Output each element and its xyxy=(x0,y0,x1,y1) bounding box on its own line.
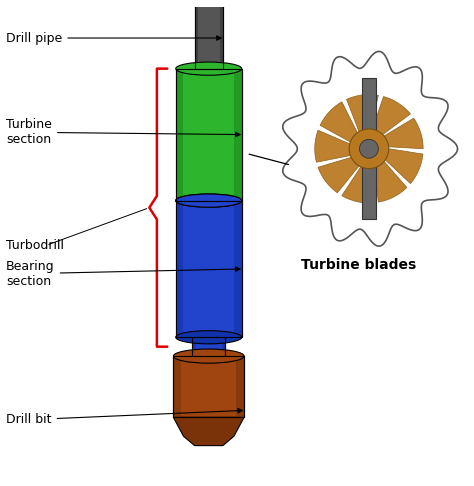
Bar xyxy=(173,356,244,417)
Polygon shape xyxy=(371,97,410,138)
Polygon shape xyxy=(382,148,423,184)
Text: Turbodrill: Turbodrill xyxy=(6,239,64,252)
Polygon shape xyxy=(173,417,244,446)
Bar xyxy=(173,356,181,417)
Polygon shape xyxy=(380,118,423,149)
Ellipse shape xyxy=(173,349,244,363)
Circle shape xyxy=(349,129,389,169)
Polygon shape xyxy=(320,102,360,144)
Bar xyxy=(221,337,225,356)
Ellipse shape xyxy=(176,62,242,75)
Text: Turbine
section: Turbine section xyxy=(6,118,240,146)
Bar xyxy=(220,0,223,69)
Bar xyxy=(192,337,196,356)
Bar xyxy=(176,69,242,201)
Bar xyxy=(235,69,242,201)
Circle shape xyxy=(359,139,378,158)
Ellipse shape xyxy=(176,194,242,207)
Bar xyxy=(195,0,223,69)
Bar xyxy=(176,201,242,337)
Ellipse shape xyxy=(195,66,223,71)
Bar xyxy=(176,69,242,201)
Ellipse shape xyxy=(176,330,242,344)
Polygon shape xyxy=(315,130,355,162)
Bar xyxy=(176,69,183,201)
Bar xyxy=(173,356,244,417)
Polygon shape xyxy=(283,52,457,246)
Ellipse shape xyxy=(176,194,242,207)
Bar xyxy=(195,0,198,69)
Bar xyxy=(176,201,242,337)
Bar xyxy=(362,78,375,220)
Bar xyxy=(192,337,225,356)
Text: Drill pipe: Drill pipe xyxy=(6,32,221,45)
Bar xyxy=(237,356,244,417)
Text: Turbine blades: Turbine blades xyxy=(301,258,416,272)
Text: Bearing
section: Bearing section xyxy=(6,260,240,288)
Bar xyxy=(192,337,225,356)
Bar xyxy=(195,0,223,69)
Polygon shape xyxy=(318,156,362,193)
Polygon shape xyxy=(346,95,378,136)
Ellipse shape xyxy=(192,353,225,359)
Text: Drill bit: Drill bit xyxy=(6,408,242,426)
Bar xyxy=(176,201,183,337)
Polygon shape xyxy=(374,158,407,202)
Bar xyxy=(235,201,242,337)
Polygon shape xyxy=(342,163,373,203)
